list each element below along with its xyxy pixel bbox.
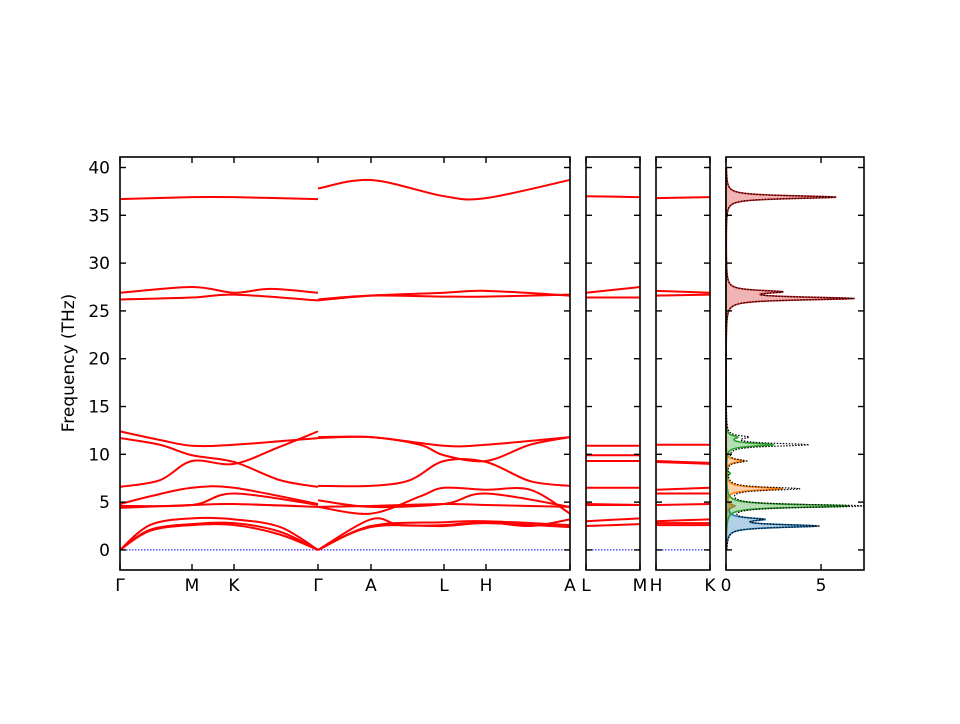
phonon-band	[317, 458, 571, 488]
phonon-band	[317, 520, 571, 551]
dos-x-tick-label: 0	[721, 576, 732, 596]
phonon-band	[119, 523, 319, 551]
phonon-band	[585, 195, 641, 199]
band-panel-frame-2	[585, 156, 641, 571]
y-axis-label: Frequency (THz)	[59, 294, 79, 433]
phonon-band	[655, 518, 711, 523]
phonon-band	[655, 293, 711, 297]
band-panel-1	[119, 178, 571, 551]
phonon-band	[585, 517, 641, 523]
y-tick-label: 30	[88, 254, 110, 274]
dos-panel	[725, 167, 865, 550]
dos-panel-frame	[725, 156, 865, 571]
band-panel-2	[585, 195, 641, 551]
q-point-label: H	[480, 576, 493, 596]
q-point-label: A	[365, 576, 377, 596]
phonon-band	[655, 486, 711, 491]
q-point-label: L	[581, 576, 591, 596]
band-panel-frame-3	[655, 156, 711, 571]
q-point-label: K	[704, 576, 716, 596]
dos-x-tick-label: 5	[816, 576, 827, 596]
partial-dos-line	[725, 167, 855, 550]
band-panel-frame-1	[119, 156, 571, 571]
phonon-band	[119, 195, 319, 201]
partial-dos-fill	[726, 167, 850, 550]
q-point-label: A	[564, 576, 576, 596]
phonon-band	[585, 523, 641, 528]
partial-dos-fill	[726, 167, 855, 550]
y-tick-label: 0	[99, 541, 110, 561]
partial-dos-line	[725, 167, 784, 550]
y-tick-label: 35	[88, 206, 110, 226]
band-panel-3	[655, 196, 711, 551]
phonon-band	[317, 293, 571, 301]
phonon-band	[119, 437, 319, 488]
y-tick-label: 40	[88, 159, 110, 179]
phonon-band	[317, 486, 571, 515]
y-tick-label: 20	[88, 350, 110, 370]
phonon-band	[655, 503, 711, 506]
q-point-label: K	[228, 576, 240, 596]
q-point-label: M	[185, 576, 200, 596]
phonon-band	[655, 460, 711, 464]
phonon-band	[655, 289, 711, 294]
partial-dos-line	[725, 167, 850, 550]
phonon-band	[119, 521, 319, 551]
phonon-band	[317, 178, 571, 201]
y-tick-label: 5	[99, 493, 110, 513]
q-point-label: Γ	[115, 576, 125, 596]
phonon-band	[119, 430, 319, 448]
y-tick-label: 25	[88, 302, 110, 322]
phonon-band	[119, 492, 319, 508]
q-point-label: M	[633, 576, 648, 596]
phonon-band	[317, 517, 571, 551]
phonon-band	[119, 430, 319, 488]
q-point-label: H	[650, 576, 663, 596]
q-point-label: L	[439, 576, 449, 596]
total-dos-line	[725, 167, 865, 550]
phonon-band	[119, 286, 319, 294]
y-tick-label: 15	[88, 398, 110, 418]
phonon-band	[119, 485, 319, 506]
phonon-band	[317, 503, 571, 508]
phonon-band	[317, 435, 571, 448]
phonon-band	[119, 516, 319, 551]
phonon-band	[655, 196, 711, 200]
phonon-band	[585, 286, 641, 294]
q-point-label: Γ	[313, 576, 323, 596]
phonon-band	[119, 293, 319, 302]
y-tick-label: 10	[88, 445, 110, 465]
